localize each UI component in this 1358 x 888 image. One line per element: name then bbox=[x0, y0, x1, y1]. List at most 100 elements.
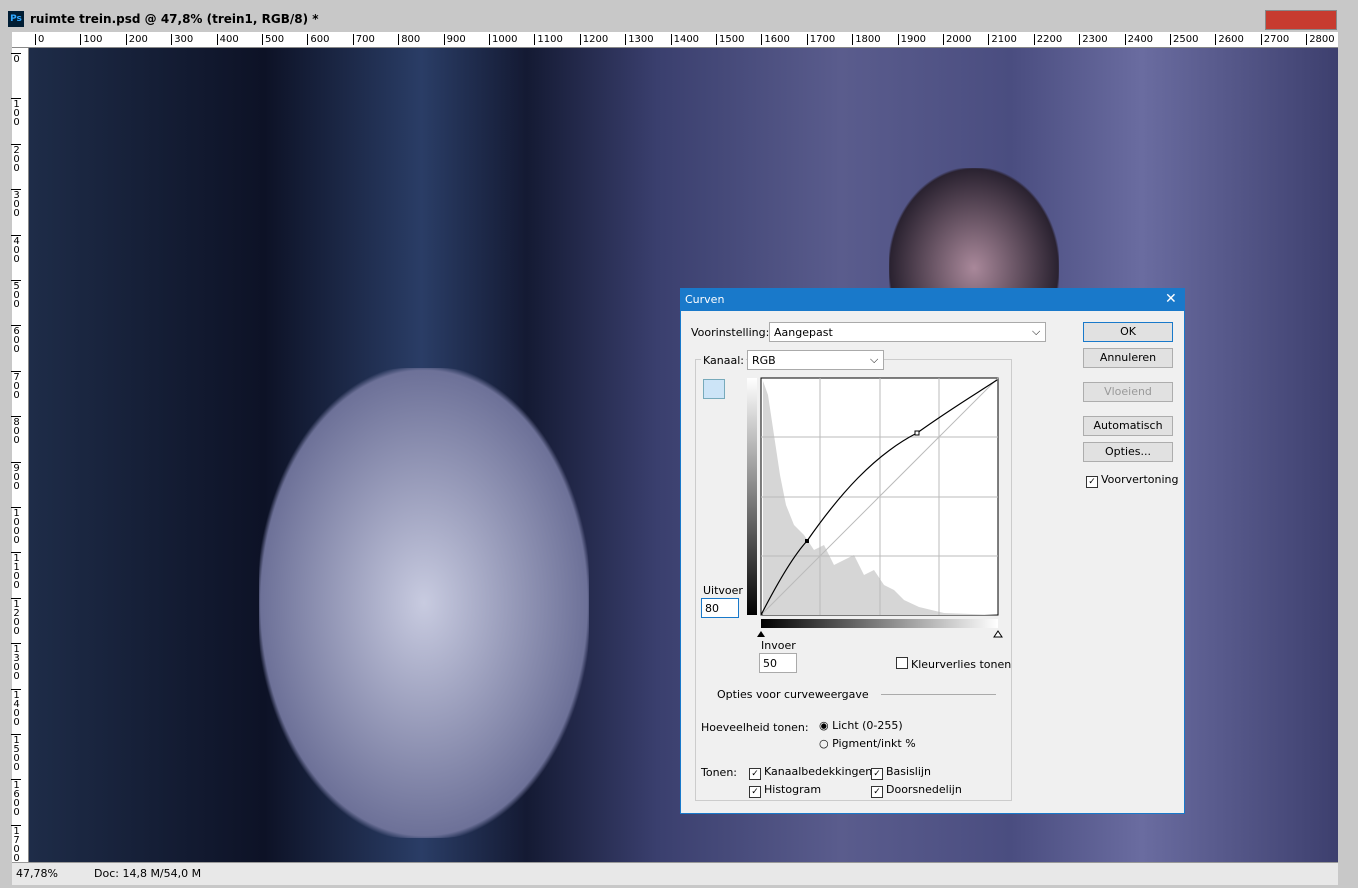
auto-button[interactable]: Automatisch bbox=[1083, 416, 1173, 436]
ruler-label: 1600 bbox=[11, 779, 22, 817]
cancel-button[interactable]: Annuleren bbox=[1083, 348, 1173, 368]
dialog-title: Curven bbox=[685, 293, 725, 306]
show-option[interactable]: ✓ Basislijn bbox=[871, 765, 931, 780]
ruler-label: 1200 bbox=[11, 597, 22, 635]
ruler-label: 0 bbox=[35, 34, 44, 45]
clipping-label: Kleurverlies tonen bbox=[911, 658, 1012, 671]
ruler-label: 1400 bbox=[670, 34, 699, 45]
output-label: Uitvoer bbox=[703, 584, 743, 597]
curves-dialog: Curven ✕ Voorinstelling: Aangepast ⌵ Kana… bbox=[680, 288, 1185, 814]
preset-value: Aangepast bbox=[774, 326, 833, 339]
ruler-label: 800 bbox=[11, 416, 22, 445]
ruler-label: 2600 bbox=[1215, 34, 1244, 45]
pigment-option[interactable]: ○ Pigment/inkt % bbox=[819, 737, 916, 750]
ruler-label: 1900 bbox=[897, 34, 926, 45]
ruler-label: 2300 bbox=[1079, 34, 1108, 45]
window-title: ruimte trein.psd @ 47,8% (trein1, RGB/8)… bbox=[30, 12, 319, 26]
ruler-label: 700 bbox=[11, 370, 22, 399]
ruler-label: 2800 bbox=[1306, 34, 1335, 45]
ruler-label: 200 bbox=[11, 143, 22, 172]
output-value: 80 bbox=[705, 602, 719, 615]
show-option-label: Basislijn bbox=[886, 765, 931, 778]
channel-value: RGB bbox=[752, 354, 776, 367]
separator bbox=[881, 694, 996, 695]
window-controls[interactable] bbox=[1265, 10, 1337, 30]
smooth-button[interactable]: Vloeiend bbox=[1083, 382, 1173, 402]
ruler-label: 1100 bbox=[534, 34, 563, 45]
show-label: Tonen: bbox=[701, 766, 737, 779]
ruler-label: 1300 bbox=[11, 643, 22, 681]
output-field[interactable]: 80 bbox=[701, 598, 739, 618]
ruler-label: 1000 bbox=[489, 34, 517, 45]
doc-size: Doc: 14,8 M/54,0 M bbox=[94, 867, 202, 880]
ruler-label: 900 bbox=[443, 34, 466, 45]
show-option[interactable]: ✓ Doorsnedelijn bbox=[871, 783, 962, 798]
ruler-label: 400 bbox=[11, 234, 22, 263]
status-bar: 47,78% Doc: 14,8 M/54,0 M bbox=[12, 862, 1338, 885]
curve-tool[interactable] bbox=[703, 379, 725, 399]
ruler-label: 1600 bbox=[761, 34, 790, 45]
ruler-label: 2000 bbox=[943, 34, 971, 45]
ruler-label: 100 bbox=[11, 98, 22, 127]
ruler-label: 100 bbox=[80, 34, 102, 45]
ruler-label: 600 bbox=[307, 34, 329, 45]
ruler-label: 1000 bbox=[11, 507, 22, 544]
amount-label: Hoeveelheid tonen: bbox=[701, 721, 809, 734]
ok-button[interactable]: OK bbox=[1083, 322, 1173, 342]
pigment-label: Pigment/inkt % bbox=[832, 737, 916, 750]
dialog-titlebar: Curven ✕ bbox=[681, 289, 1184, 311]
astronaut bbox=[259, 368, 589, 838]
preview-option[interactable]: ✓ Voorvertoning bbox=[1086, 473, 1178, 488]
ruler-horizontal bbox=[12, 32, 1338, 48]
ruler-label: 1200 bbox=[579, 34, 608, 45]
ruler-label: 2100 bbox=[988, 34, 1017, 45]
curve-graph bbox=[747, 377, 1003, 638]
light-option[interactable]: ◉ Licht (0-255) bbox=[819, 719, 903, 732]
ps-icon: Ps bbox=[8, 11, 24, 27]
display-options[interactable]: Opties voor curveweergave bbox=[717, 688, 869, 701]
ruler-label: 300 bbox=[171, 34, 193, 45]
ruler-label: 0 bbox=[11, 53, 22, 63]
ruler-label: 1700 bbox=[11, 824, 22, 862]
ruler-label: 300 bbox=[11, 189, 22, 218]
input-field[interactable]: 50 bbox=[759, 653, 797, 673]
show-option-label: Doorsnedelijn bbox=[886, 783, 962, 796]
input-value: 50 bbox=[763, 657, 777, 670]
ruler-label: 2500 bbox=[1170, 34, 1198, 45]
show-option[interactable]: ✓ Kanaalbedekkingen bbox=[749, 765, 872, 780]
input-label: Invoer bbox=[761, 639, 796, 652]
ruler-vertical bbox=[12, 48, 29, 862]
display-options-label: Opties voor curveweergave bbox=[717, 688, 869, 701]
preset-select[interactable]: Aangepast ⌵ bbox=[769, 322, 1046, 342]
channel-label: Kanaal: bbox=[701, 354, 746, 367]
options-button[interactable]: Opties... bbox=[1083, 442, 1173, 462]
ruler-label: 2400 bbox=[1124, 34, 1153, 45]
ruler-label: 200 bbox=[125, 34, 148, 45]
light-label: Licht (0-255) bbox=[832, 719, 903, 732]
ruler-label: 400 bbox=[216, 34, 239, 45]
ruler-label: 1300 bbox=[625, 34, 654, 45]
close-button[interactable]: ✕ bbox=[1165, 291, 1177, 307]
channel-select[interactable]: RGB ⌵ bbox=[747, 350, 884, 370]
ruler-label: 2200 bbox=[1033, 34, 1062, 45]
ruler-label: 1400 bbox=[11, 688, 22, 726]
ruler-label: 1700 bbox=[806, 34, 835, 45]
preset-label: Voorinstelling: bbox=[691, 326, 770, 339]
ruler-label: 1500 bbox=[11, 734, 22, 771]
ruler-label: 800 bbox=[398, 34, 420, 45]
show-option-label: Histogram bbox=[764, 783, 822, 796]
preview-label: Voorvertoning bbox=[1101, 473, 1179, 486]
zoom-level[interactable]: 47,78% bbox=[16, 867, 58, 880]
ruler-label: 2700 bbox=[1260, 34, 1289, 45]
show-option[interactable]: ✓ Histogram bbox=[749, 783, 821, 798]
ruler-label: 500 bbox=[262, 34, 284, 45]
ruler-label: 600 bbox=[11, 325, 22, 354]
ruler-label: 700 bbox=[352, 34, 375, 45]
ruler-label: 1800 bbox=[852, 34, 881, 45]
ruler-label: 1500 bbox=[716, 34, 744, 45]
clipping-option[interactable]: Kleurverlies tonen bbox=[896, 657, 1011, 671]
ruler-label: 900 bbox=[11, 461, 22, 490]
ruler-label: 1100 bbox=[11, 552, 22, 590]
show-option-label: Kanaalbedekkingen bbox=[764, 765, 873, 778]
